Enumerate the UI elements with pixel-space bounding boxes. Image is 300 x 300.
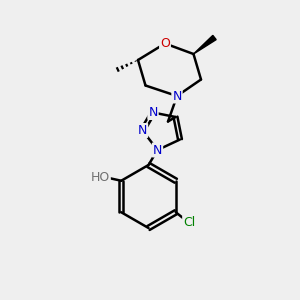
Text: N: N: [172, 89, 182, 103]
Polygon shape: [194, 35, 216, 54]
Text: HO: HO: [91, 171, 110, 184]
Text: N: N: [148, 106, 158, 119]
Text: Cl: Cl: [183, 216, 195, 229]
Text: N: N: [138, 124, 147, 137]
Text: N: N: [153, 143, 162, 157]
Text: O: O: [160, 37, 170, 50]
